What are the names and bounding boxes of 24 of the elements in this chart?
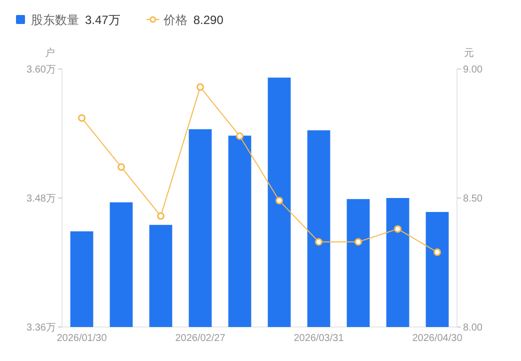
- y2-tick-label: 8.00: [463, 322, 483, 334]
- y2-tick-label: 8.50: [463, 194, 483, 204]
- x-tick-label: 2026/03/31: [294, 333, 344, 344]
- point: [236, 132, 244, 140]
- legend-label: 价格: [162, 13, 188, 27]
- point: [434, 248, 441, 256]
- point: [276, 196, 283, 204]
- x-tick-label: 2026/02/27: [175, 333, 226, 344]
- y-tick-label: 3.60万: [26, 64, 56, 76]
- point: [315, 238, 322, 246]
- x-tick-label: 2026/01/30: [56, 333, 108, 344]
- point: [196, 83, 204, 91]
- point: [118, 163, 125, 171]
- point: [78, 114, 86, 122]
- point: [157, 212, 164, 220]
- x-tick-label: 2026/04/30: [412, 333, 463, 344]
- point: [394, 225, 402, 233]
- y-axis-title: 户: [45, 47, 55, 59]
- legend-label: 股东数量: [31, 13, 79, 27]
- y-tick-label: 3.36万: [26, 322, 56, 334]
- point: [354, 238, 362, 246]
- y2-axis-title: 元: [464, 48, 474, 59]
- y-tick-label: 3.48万: [26, 194, 56, 204]
- y2-tick-label: 9.00: [463, 64, 483, 76]
